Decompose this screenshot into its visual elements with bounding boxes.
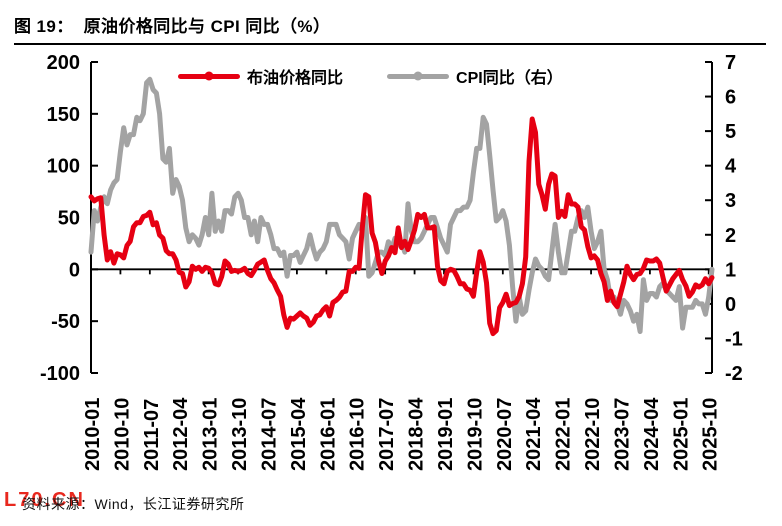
right-axis-tick-label: 6 — [725, 87, 736, 109]
left-axis-tick-label: 100 — [47, 156, 80, 178]
right-axis-tick-label: -1 — [725, 328, 743, 350]
x-axis-tick-label: 2015-04 — [288, 397, 310, 471]
right-axis-tick-label: 1 — [725, 259, 736, 281]
left-axis-tick-label: -50 — [51, 311, 80, 333]
x-axis-tick-label: 2010-01 — [82, 398, 104, 471]
right-axis-tick-label: 0 — [725, 294, 736, 316]
left-axis-tick-label: 200 — [47, 52, 80, 74]
right-axis: 7 6 5 4 3 2 1 0 -1 -2 — [705, 52, 743, 385]
x-axis-tick-label: 2010-10 — [111, 398, 133, 471]
right-axis-tick-label: 2 — [725, 225, 736, 247]
x-axis-tick-label: 2019-10 — [464, 398, 486, 471]
right-axis-tick-label: 7 — [725, 52, 736, 74]
x-axis-tick-label: 2014-07 — [258, 398, 280, 471]
x-axis-tick-label: 2011-07 — [141, 399, 163, 471]
legend-label-brent: 布油价格同比 — [247, 70, 344, 87]
x-axis-tick-label: 2017-07 — [376, 398, 398, 471]
x-axis-tick-label: 2020-07 — [494, 398, 516, 471]
legend-label-cpi: CPI同比（右） — [456, 70, 563, 87]
figure-heading: 图 19： 原油价格同比与 CPI 同比（%） — [14, 12, 330, 37]
x-axis-tick-label: 2016-10 — [347, 398, 369, 471]
x-axis: 2010-01 2010-10 2011-07 2012-04 2013-01 2013-… — [82, 268, 722, 471]
right-axis-tick-label: 5 — [725, 121, 736, 143]
x-axis-tick-label: 2012-04 — [170, 397, 192, 471]
x-axis-tick-label: 2022-10 — [582, 398, 604, 471]
left-axis-tick-label: 50 — [58, 208, 80, 230]
left-axis-tick-label: 150 — [47, 104, 80, 126]
right-axis-tick-label: 3 — [725, 190, 736, 212]
right-axis-tick-label: -2 — [725, 363, 743, 385]
x-axis-tick-label: 2018-04 — [406, 397, 428, 471]
brent-line-series — [88, 116, 715, 337]
watermark: L70.CN — [4, 489, 85, 511]
source-note: 资料来源：Wind，长江证券研究所 — [22, 496, 245, 512]
right-axis-tick-label: 4 — [725, 156, 737, 178]
x-axis-tick-label: 2025-01 — [670, 398, 692, 471]
x-axis-tick-label: 2013-01 — [200, 398, 222, 471]
left-axis: 200 150 100 50 0 -50 -100 — [40, 52, 98, 385]
x-axis-tick-label: 2023-07 — [611, 398, 633, 471]
figure-number: 图 19： — [14, 17, 74, 36]
heading-divider — [14, 43, 766, 45]
chart-legend: 布油价格同比 CPI同比（右） — [178, 64, 563, 88]
x-axis-tick-label: 2025-10 — [700, 398, 722, 471]
figure-title: 原油价格同比与 CPI 同比（%） — [83, 17, 331, 36]
brent-line-swatch — [178, 73, 240, 79]
left-axis-tick-label: 0 — [69, 259, 80, 281]
left-axis-tick-label: -100 — [40, 363, 80, 385]
x-axis-tick-label: 2024-04 — [641, 397, 663, 471]
cpi-line-swatch — [387, 73, 450, 79]
legend-item-brent: 布油价格同比 — [178, 64, 343, 88]
x-axis-tick-label: 2013-10 — [229, 398, 251, 471]
x-axis-tick-label: 2019-01 — [435, 398, 457, 471]
x-axis-tick-label: 2021-04 — [523, 397, 545, 471]
x-axis-tick-label: 2022-01 — [553, 398, 575, 471]
x-axis-tick-label: 2016-01 — [317, 398, 339, 471]
legend-item-cpi: CPI同比（右） — [387, 64, 563, 88]
